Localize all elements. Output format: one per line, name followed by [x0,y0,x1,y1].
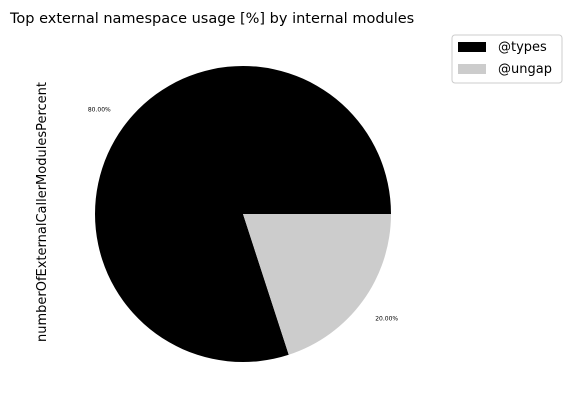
pie-percent-label-types: 80.00% [88,107,111,114]
pie-slice-types [95,66,391,363]
pie-labels: 80.00% 20.00% [88,107,399,323]
legend-label-ungap: @ungap [498,62,552,77]
pie-slices [95,66,391,363]
pie-percent-label-ungap: 20.00% [375,315,398,322]
y-axis-label: numberOfExternalCallerModulesPercent [35,82,50,342]
chart-title: Top external namespace usage [%] by inte… [9,11,414,27]
legend-label-types: @types [498,40,547,55]
legend: @types @ungap [451,34,563,84]
legend-swatch-ungap [458,64,486,74]
legend-swatch-types [458,42,486,52]
pie-slice-ungap [243,214,391,355]
